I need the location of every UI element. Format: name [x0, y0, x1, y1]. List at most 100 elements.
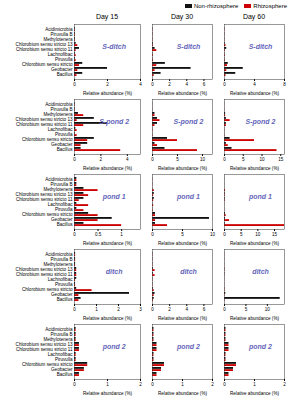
- svg-text:8: 8: [283, 82, 286, 87]
- svg-text:pond 1: pond 1: [176, 193, 200, 201]
- svg-text:6: 6: [203, 307, 206, 312]
- svg-text:Relative abundance (%): Relative abundance (%): [158, 166, 207, 171]
- svg-text:Relative abundance (%): Relative abundance (%): [83, 391, 132, 396]
- svg-text:Bacillus: Bacillus: [57, 297, 74, 302]
- svg-text:5: 5: [176, 157, 179, 162]
- svg-text:6: 6: [203, 82, 206, 87]
- svg-text:Relative abundance (%): Relative abundance (%): [158, 316, 207, 321]
- svg-text:Chlorobium sensu stricto 11: Chlorobium sensu stricto 11: [15, 47, 73, 52]
- svg-text:5: 5: [245, 307, 248, 312]
- svg-text:Relative abundance (%): Relative abundance (%): [230, 91, 279, 96]
- svg-text:2: 2: [211, 382, 214, 387]
- svg-text:Bacillus: Bacillus: [57, 72, 74, 77]
- svg-text:Relative abundance (%): Relative abundance (%): [230, 391, 279, 396]
- svg-text:ditch: ditch: [252, 268, 269, 275]
- svg-text:2: 2: [283, 382, 286, 387]
- svg-text:Relative abundance (%): Relative abundance (%): [83, 91, 132, 96]
- svg-text:Relative abundance (%): Relative abundance (%): [83, 166, 132, 171]
- svg-text:Chlorobium sensu stricto: Chlorobium sensu stricto: [21, 62, 73, 67]
- svg-text:ditch: ditch: [180, 268, 197, 275]
- svg-text:Chlorobium sensu stricto 13: Chlorobium sensu stricto 13: [15, 42, 73, 47]
- svg-text:10: 10: [200, 157, 206, 162]
- svg-text:4: 4: [186, 82, 189, 87]
- svg-text:S-pond 2: S-pond 2: [246, 118, 276, 126]
- svg-text:Acidimicrobia: Acidimicrobia: [45, 102, 73, 107]
- svg-text:1: 1: [95, 307, 98, 312]
- svg-text:Relative abundance (%): Relative abundance (%): [158, 91, 207, 96]
- svg-text:Relative abundance (%): Relative abundance (%): [83, 316, 132, 321]
- svg-text:Acidimicrobia: Acidimicrobia: [45, 27, 73, 32]
- svg-text:2: 2: [106, 82, 109, 87]
- svg-text:Piruvulla: Piruvulla: [54, 57, 73, 62]
- html-text:Day 30: Day 30: [170, 13, 194, 20]
- svg-text:0: 0: [151, 82, 154, 87]
- svg-text:Relative abundance (%): Relative abundance (%): [230, 166, 279, 171]
- svg-text:S-ditch: S-ditch: [249, 43, 273, 50]
- svg-text:S-pond 2: S-pond 2: [99, 118, 129, 126]
- svg-text:10: 10: [265, 307, 271, 312]
- svg-text:Relative abundance (%): Relative abundance (%): [158, 391, 207, 396]
- svg-text:Relative abundance (%): Relative abundance (%): [230, 316, 279, 321]
- svg-text:ditch: ditch: [106, 268, 123, 275]
- svg-text:S-ditch: S-ditch: [177, 43, 201, 50]
- svg-text:4: 4: [186, 307, 189, 312]
- svg-text:pond 2: pond 2: [102, 343, 126, 351]
- svg-text:4: 4: [126, 157, 129, 162]
- svg-text:Bacillus: Bacillus: [57, 372, 74, 377]
- svg-text:Lachnofibac: Lachnofibac: [47, 52, 73, 57]
- html-text:Rhizosphere: Rhizosphere: [253, 3, 287, 9]
- svg-text:4: 4: [253, 82, 256, 87]
- svg-text:pond 1: pond 1: [248, 193, 272, 201]
- svg-text:Relative abundance (%): Relative abundance (%): [158, 241, 207, 246]
- svg-text:0: 0: [151, 232, 154, 237]
- svg-text:0: 0: [151, 307, 154, 312]
- svg-text:15: 15: [272, 232, 278, 237]
- svg-text:Bacillus: Bacillus: [57, 147, 74, 152]
- svg-text:2: 2: [139, 382, 142, 387]
- svg-text:10: 10: [259, 157, 265, 162]
- svg-text:Geobacter: Geobacter: [51, 67, 73, 72]
- svg-text:0: 0: [223, 232, 226, 237]
- svg-text:4: 4: [139, 82, 142, 87]
- svg-text:2: 2: [100, 157, 103, 162]
- svg-text:0: 0: [73, 232, 76, 237]
- svg-text:0: 0: [223, 157, 226, 162]
- svg-text:2: 2: [168, 307, 171, 312]
- svg-text:pond 2: pond 2: [176, 343, 200, 351]
- svg-text:0: 0: [151, 157, 154, 162]
- svg-text:1: 1: [120, 232, 123, 237]
- svg-text:0: 0: [73, 82, 76, 87]
- svg-text:5: 5: [242, 157, 245, 162]
- svg-text:5: 5: [181, 232, 184, 237]
- svg-text:5: 5: [240, 232, 243, 237]
- svg-text:Bacillus: Bacillus: [57, 222, 74, 227]
- svg-text:0: 0: [223, 382, 226, 387]
- svg-text:0: 0: [73, 307, 76, 312]
- svg-text:1: 1: [181, 382, 184, 387]
- svg-text:pond 2: pond 2: [248, 343, 272, 351]
- svg-text:0: 0: [151, 382, 154, 387]
- svg-text:0: 0: [223, 82, 226, 87]
- svg-text:S-ditch: S-ditch: [102, 43, 126, 50]
- svg-text:0: 0: [73, 157, 76, 162]
- svg-text:Relative abundance (%): Relative abundance (%): [83, 241, 132, 246]
- svg-text:Methylotenera: Methylotenera: [43, 37, 73, 42]
- html-text:Non-rhizosphere: Non-rhizosphere: [194, 3, 239, 9]
- svg-text:3: 3: [139, 307, 142, 312]
- svg-text:0.5: 0.5: [95, 232, 102, 237]
- svg-text:10: 10: [210, 232, 216, 237]
- html-text:Day 60: Day 60: [242, 13, 266, 20]
- svg-text:1: 1: [106, 382, 109, 387]
- svg-text:10: 10: [255, 232, 261, 237]
- svg-text:S-pond 2: S-pond 2: [174, 118, 204, 126]
- html-text:Day 15: Day 15: [95, 13, 119, 20]
- svg-text:Piruvulla B: Piruvulla B: [50, 32, 73, 37]
- svg-text:2: 2: [117, 307, 120, 312]
- svg-text:Relative abundance (%): Relative abundance (%): [230, 241, 279, 246]
- svg-text:0: 0: [223, 307, 226, 312]
- svg-text:15: 15: [278, 157, 284, 162]
- svg-text:2: 2: [168, 82, 171, 87]
- svg-text:1: 1: [253, 382, 256, 387]
- svg-text:0: 0: [73, 382, 76, 387]
- svg-text:pond 1: pond 1: [102, 193, 126, 201]
